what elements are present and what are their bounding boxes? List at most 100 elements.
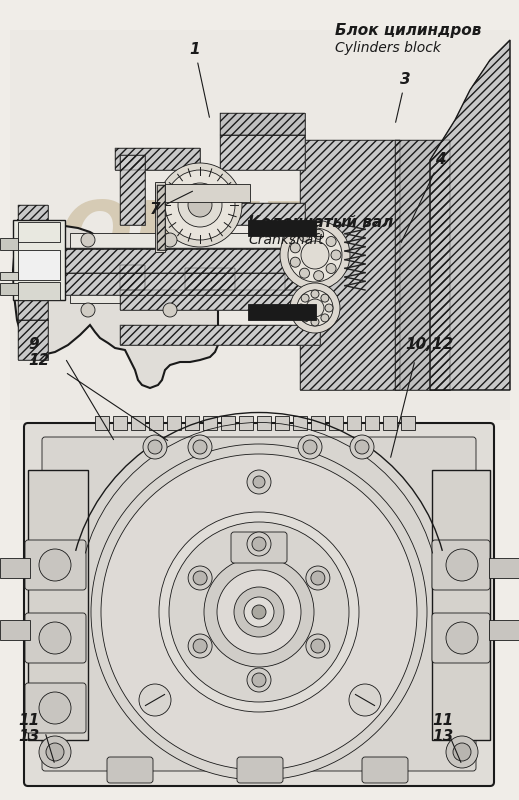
Circle shape	[298, 435, 322, 459]
Text: ОРТЕХ: ОРТЕХ	[60, 198, 380, 282]
Bar	[155, 182, 165, 252]
Circle shape	[143, 435, 167, 459]
Circle shape	[178, 183, 222, 227]
Bar	[185, 268, 235, 290]
Circle shape	[355, 440, 369, 454]
Text: Crankshaft: Crankshaft	[248, 233, 324, 247]
Bar	[65, 273, 325, 295]
Circle shape	[159, 512, 359, 712]
Circle shape	[193, 639, 207, 653]
Circle shape	[299, 268, 309, 278]
Text: Cylinders block: Cylinders block	[335, 41, 441, 55]
Bar	[285, 268, 315, 290]
Bar	[95, 416, 108, 430]
Bar	[18, 222, 60, 242]
Bar	[115, 148, 200, 170]
Bar	[65, 273, 325, 295]
FancyBboxPatch shape	[25, 540, 86, 590]
Bar	[65, 278, 320, 290]
Bar	[257, 416, 270, 430]
Bar	[13, 220, 65, 300]
Bar	[220, 135, 305, 170]
Circle shape	[163, 233, 177, 247]
FancyBboxPatch shape	[432, 540, 490, 590]
Circle shape	[252, 673, 266, 687]
Text: 1: 1	[189, 42, 210, 118]
Circle shape	[247, 532, 271, 556]
Bar	[489, 620, 519, 640]
Circle shape	[252, 537, 266, 551]
Bar	[115, 148, 200, 170]
Circle shape	[193, 440, 207, 454]
Bar	[65, 278, 320, 290]
Bar	[185, 203, 305, 225]
Polygon shape	[430, 40, 510, 390]
Text: Коленчатый вал: Коленчатый вал	[248, 215, 393, 230]
Circle shape	[158, 163, 242, 247]
Bar	[300, 140, 400, 390]
Circle shape	[299, 232, 309, 242]
Circle shape	[252, 605, 266, 619]
Text: 13: 13	[432, 729, 453, 744]
FancyBboxPatch shape	[362, 757, 408, 783]
Bar	[432, 470, 490, 740]
Circle shape	[39, 736, 71, 768]
Bar	[0, 283, 18, 295]
Bar	[131, 416, 144, 430]
Bar	[18, 205, 48, 320]
Bar	[120, 325, 320, 345]
Bar	[167, 416, 181, 430]
Circle shape	[311, 571, 325, 585]
Bar	[329, 416, 343, 430]
Text: 9: 9	[28, 337, 38, 352]
Bar	[401, 416, 415, 430]
Circle shape	[290, 283, 340, 333]
Circle shape	[349, 684, 381, 716]
Text: 12: 12	[28, 353, 49, 368]
Circle shape	[193, 571, 207, 585]
Circle shape	[188, 193, 212, 217]
Circle shape	[303, 440, 317, 454]
Circle shape	[101, 454, 417, 770]
Circle shape	[188, 435, 212, 459]
Circle shape	[81, 233, 95, 247]
Circle shape	[139, 684, 171, 716]
Circle shape	[301, 314, 309, 322]
Bar	[18, 282, 60, 300]
Bar	[220, 113, 305, 135]
Bar	[0, 620, 30, 640]
Text: Блок цилиндров: Блок цилиндров	[335, 23, 482, 38]
Bar	[120, 155, 145, 225]
Circle shape	[81, 303, 95, 317]
Text: 7: 7	[149, 191, 193, 218]
Bar	[157, 185, 165, 250]
Bar	[18, 205, 48, 320]
Bar	[10, 30, 510, 420]
Circle shape	[39, 549, 71, 581]
Circle shape	[321, 314, 329, 322]
Bar	[120, 155, 145, 225]
FancyBboxPatch shape	[432, 613, 490, 663]
Circle shape	[217, 570, 301, 654]
Circle shape	[46, 743, 64, 761]
Bar	[149, 416, 162, 430]
Circle shape	[446, 736, 478, 768]
Bar	[185, 203, 305, 225]
Bar	[65, 249, 325, 273]
Bar	[220, 113, 305, 135]
Circle shape	[244, 597, 274, 627]
Circle shape	[326, 237, 336, 246]
Circle shape	[313, 270, 324, 281]
Text: 11: 11	[432, 713, 453, 728]
Bar	[157, 185, 165, 250]
Circle shape	[453, 743, 471, 761]
Polygon shape	[13, 220, 218, 388]
Bar	[203, 416, 216, 430]
Circle shape	[290, 257, 301, 267]
FancyBboxPatch shape	[25, 613, 86, 663]
Bar	[70, 233, 320, 303]
Bar	[347, 416, 361, 430]
Circle shape	[301, 241, 329, 269]
Circle shape	[39, 622, 71, 654]
Text: 11: 11	[18, 713, 39, 728]
